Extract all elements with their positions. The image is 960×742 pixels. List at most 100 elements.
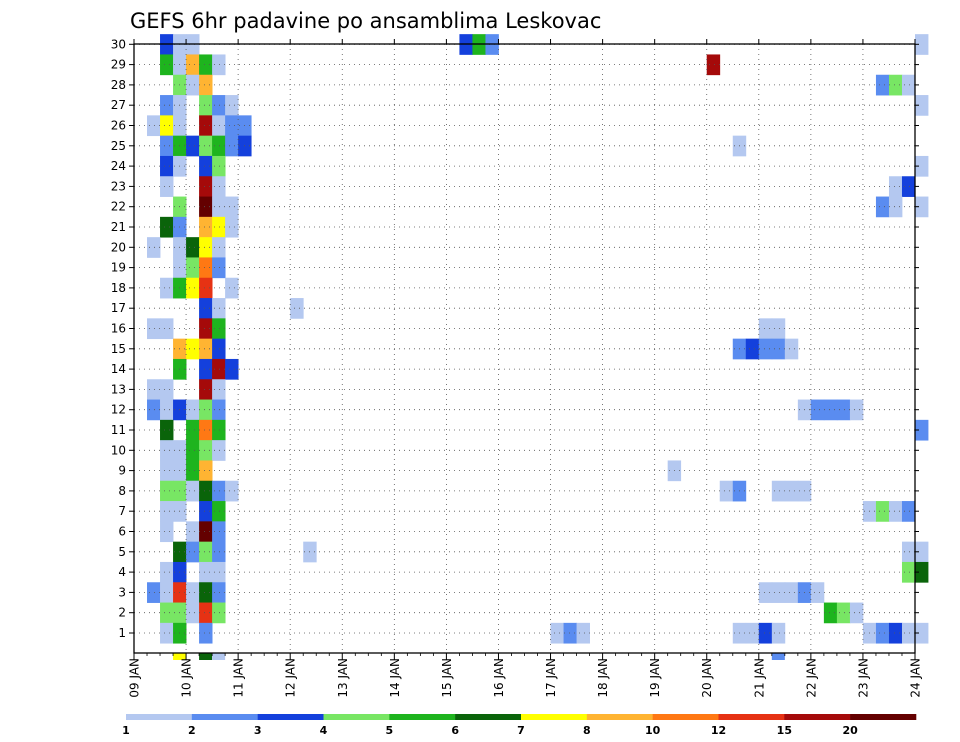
- heatmap-cell: [212, 561, 226, 583]
- heatmap-cell: [160, 582, 174, 603]
- legend-level-label: 6: [451, 724, 459, 737]
- heatmap-cell: [225, 216, 239, 238]
- legend-level-label: 8: [583, 724, 591, 737]
- heatmap-cell: [212, 379, 226, 400]
- heatmap-cell: [160, 54, 174, 76]
- heatmap-cell: [901, 541, 916, 563]
- heatmap-cell: [758, 318, 773, 340]
- heatmap-cell: [771, 318, 786, 340]
- y-tick-label: 1: [118, 626, 126, 640]
- y-tick-label: 2: [118, 606, 126, 620]
- heatmap-cell: [915, 95, 929, 116]
- heatmap-cell: [199, 338, 213, 360]
- y-tick-label: 4: [118, 565, 126, 579]
- heatmap-cell: [199, 318, 213, 340]
- heatmap-cell: [706, 54, 721, 76]
- heatmap-cell: [225, 277, 239, 299]
- heatmap-cell: [784, 480, 799, 502]
- x-tick-label: 20 JAN: [700, 658, 714, 698]
- heatmap-cell: [915, 419, 929, 441]
- x-tick-label: 24 JAN: [909, 658, 923, 698]
- y-tick-label: 29: [111, 58, 126, 72]
- heatmap-cell: [199, 115, 213, 137]
- x-axis: 09 JAN 10 JAN 11 JAN 12 JAN 13 JAN 14 JAN 15 J…: [128, 39, 923, 698]
- below-axis-marks: [173, 653, 785, 660]
- heatmap-cell: [836, 602, 851, 624]
- legend-swatch: [850, 714, 917, 720]
- heatmap-cell: [199, 358, 213, 380]
- heatmap-cell: [160, 399, 174, 421]
- heatmap-cell: [160, 318, 174, 340]
- below-axis-mark: [212, 653, 226, 660]
- heatmap-cell: [199, 541, 213, 563]
- y-tick-label: 21: [111, 220, 126, 234]
- heatmap-cell: [186, 480, 200, 502]
- heatmap-cell: [550, 622, 564, 644]
- x-tick-label: 13 JAN: [336, 658, 350, 698]
- heatmap-cell: [212, 216, 226, 238]
- heatmap-cell: [915, 155, 929, 177]
- y-tick-label: 9: [118, 464, 126, 478]
- heatmap-cell: [199, 95, 213, 116]
- heatmap-cell: [212, 602, 226, 624]
- heatmap-cell: [186, 338, 200, 360]
- heatmap-cell: [199, 257, 213, 279]
- heatmap-cell: [199, 176, 213, 197]
- heatmap-cell: [186, 399, 200, 421]
- below-axis-mark: [173, 653, 187, 660]
- heatmap-cell: [160, 480, 174, 502]
- heatmap-cell: [901, 622, 916, 644]
- heatmap-cell: [186, 74, 200, 96]
- x-tick-label: 17 JAN: [544, 658, 558, 698]
- heatmap-cell: [186, 541, 200, 563]
- x-tick-label: 12 JAN: [284, 658, 298, 698]
- legend-level-label: 15: [777, 724, 792, 737]
- legend-swatch: [586, 714, 653, 720]
- legend-swatch: [126, 714, 193, 720]
- y-tick-label: 13: [111, 382, 126, 396]
- heatmap-cell: [212, 54, 226, 76]
- heatmap-cell: [771, 480, 786, 502]
- heatmap-cell: [212, 318, 226, 340]
- heatmap-cell: [212, 480, 226, 502]
- heatmap-cell: [823, 399, 838, 421]
- x-tick-label: 21 JAN: [752, 658, 766, 698]
- heatmap-cell: [160, 561, 174, 583]
- heatmap-cell: [160, 460, 174, 482]
- heatmap-cell: [823, 602, 838, 624]
- heatmap-cell: [888, 622, 903, 644]
- heatmap-cell: [901, 561, 916, 583]
- heatmap-cell: [186, 257, 200, 279]
- x-tick-label: 11 JAN: [232, 658, 246, 698]
- heatmap-cell: [199, 501, 213, 522]
- below-axis-mark: [771, 653, 785, 660]
- heatmap-cell: [849, 602, 864, 624]
- heatmap-cell: [147, 379, 161, 400]
- y-tick-label: 25: [111, 139, 126, 153]
- heatmap-cell: [225, 115, 239, 137]
- heatmap-cell: [199, 419, 213, 441]
- legend-swatch: [323, 714, 390, 720]
- heatmap-cell: [875, 622, 890, 644]
- heatmap-cell: [901, 176, 916, 197]
- x-tick-label: 18 JAN: [596, 658, 610, 698]
- heatmap-cell: [186, 521, 200, 543]
- heatmap-cell: [771, 582, 786, 603]
- heatmap-cell: [810, 399, 825, 421]
- heatmap-cell: [199, 379, 213, 400]
- heatmap-cell: [199, 440, 213, 461]
- y-tick-label: 16: [111, 322, 126, 336]
- legend-swatch: [718, 714, 785, 720]
- heatmap-cell: [225, 358, 239, 380]
- heatmap-cell: [212, 257, 226, 279]
- heatmap-cell: [199, 54, 213, 76]
- legend-level-label: 3: [254, 724, 262, 737]
- x-tick-label: 14 JAN: [388, 658, 402, 698]
- heatmap-cell: [212, 298, 226, 319]
- heatmap-cell: [225, 95, 239, 116]
- heatmap-cell: [199, 480, 213, 502]
- legend-swatch: [455, 714, 522, 720]
- heatmap-cell: [719, 480, 734, 502]
- heatmap-cell: [199, 277, 213, 299]
